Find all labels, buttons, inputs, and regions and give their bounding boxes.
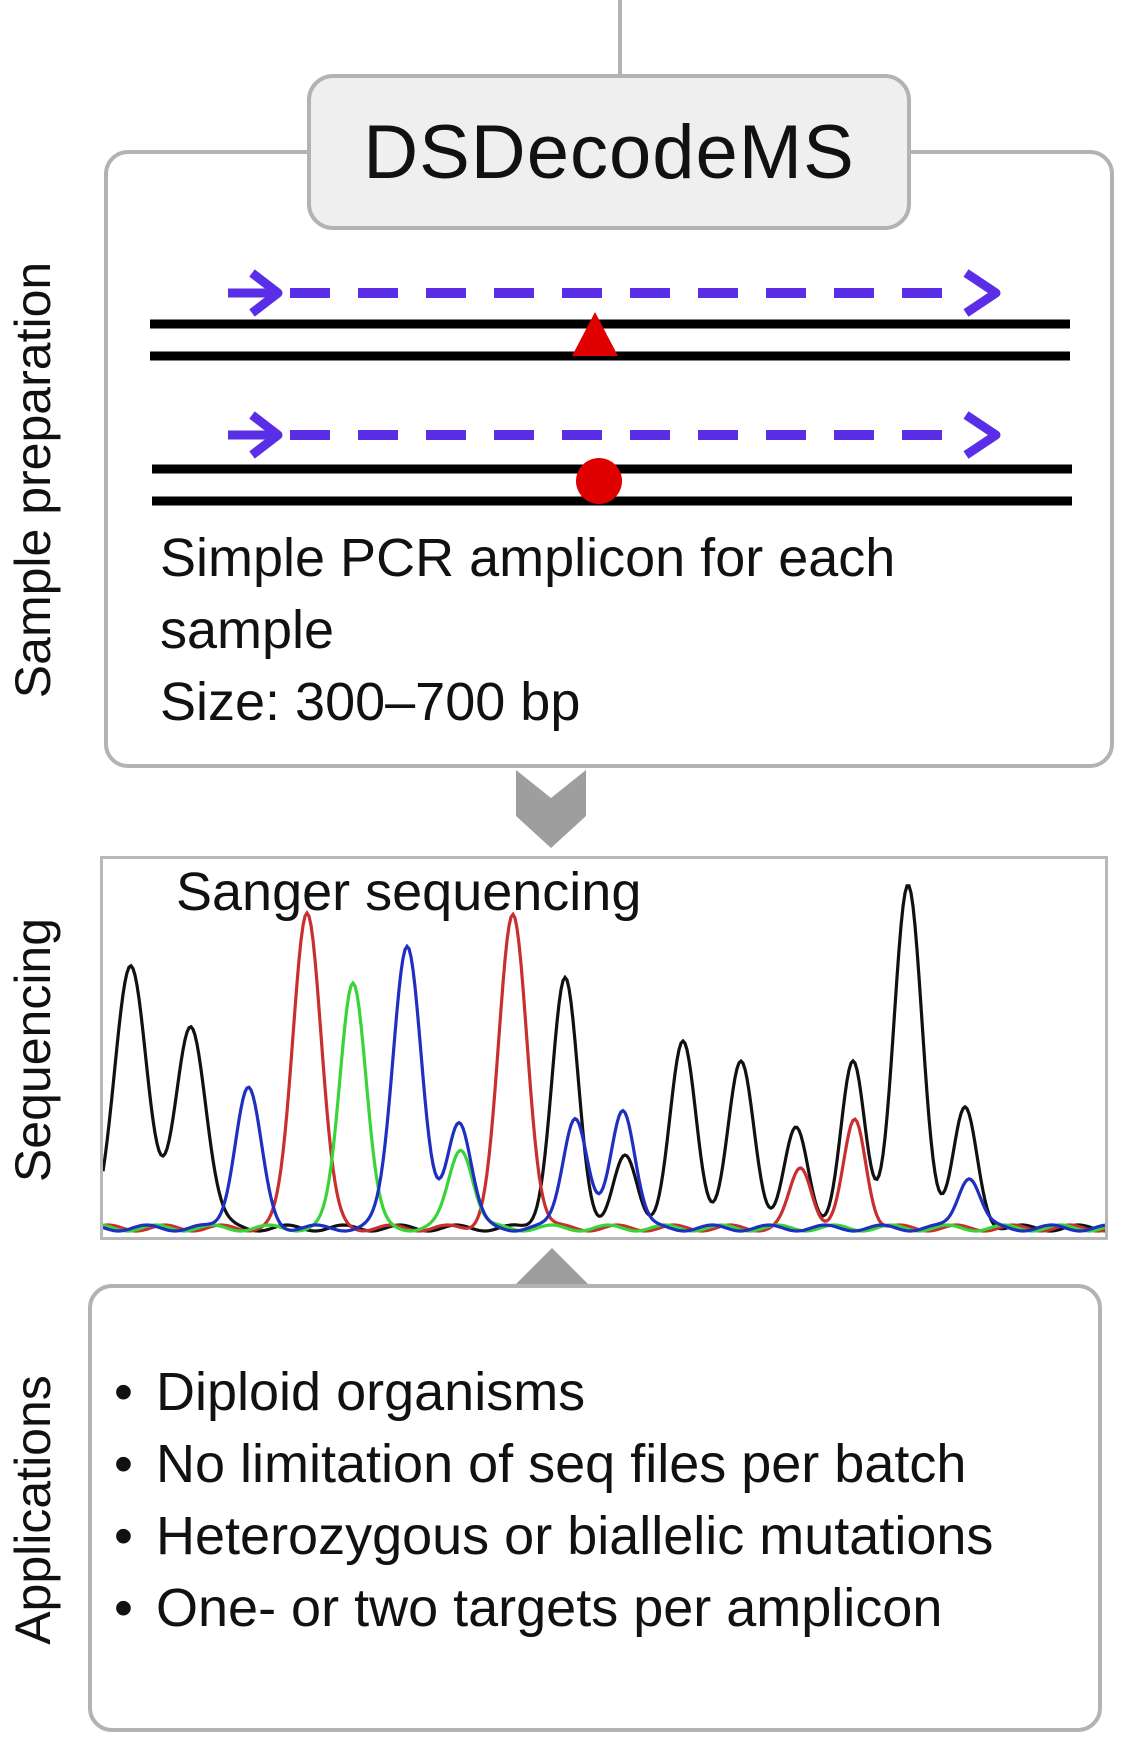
trace-black: [103, 884, 1105, 1233]
page-title: DSDecodeMS: [363, 109, 855, 195]
list-item: No limitation of seq files per batch: [114, 1428, 993, 1500]
title-box: DSDecodeMS: [307, 74, 911, 230]
chevron-down-icon: [516, 770, 586, 848]
primer-arrow-bottom: [228, 411, 1001, 459]
mutation-triangle-icon: [572, 312, 618, 356]
sanger-sequencing-label: Sanger sequencing: [176, 862, 642, 922]
side-label-container-sequencing: Sequencing: [0, 880, 66, 1220]
top-connector-line: [618, 0, 622, 78]
trace-red: [103, 910, 1105, 1233]
applications-panel: Diploid organisms No limitation of seq f…: [88, 1284, 1102, 1732]
side-label-applications: Applications: [5, 1375, 62, 1645]
side-label-container-applications: Applications: [0, 1340, 66, 1680]
triangle-up-icon: [512, 1248, 592, 1288]
list-item: Diploid organisms: [114, 1356, 993, 1428]
side-label-sample-preparation: Sample preparation: [5, 261, 62, 699]
sample-prep-line-3: Size: 300–700 bp: [160, 672, 581, 732]
list-item: Heterozygous or biallelic mutations: [114, 1500, 993, 1572]
sanger-chromatogram: [103, 884, 1105, 1233]
sample-prep-line-1: Simple PCR amplicon for each: [160, 528, 896, 588]
trace-green: [103, 980, 1105, 1233]
primer-arrow-top: [228, 269, 1001, 317]
pcr-amplicon-diagram: [150, 269, 1072, 506]
trace-blue: [103, 943, 1105, 1233]
sample-prep-line-2: sample: [160, 600, 335, 660]
list-item: One- or two targets per amplicon: [114, 1572, 993, 1644]
sample-preparation-panel: [104, 150, 1114, 768]
chromatogram-traces: [103, 884, 1105, 1233]
side-label-sequencing: Sequencing: [5, 917, 61, 1183]
side-label-container-sample: Sample preparation: [0, 230, 66, 730]
sample-prep-description: Simple PCR amplicon for each sample Size…: [160, 522, 1080, 738]
applications-list: Diploid organisms No limitation of seq f…: [114, 1356, 993, 1644]
mutation-dot-icon: [576, 458, 622, 504]
